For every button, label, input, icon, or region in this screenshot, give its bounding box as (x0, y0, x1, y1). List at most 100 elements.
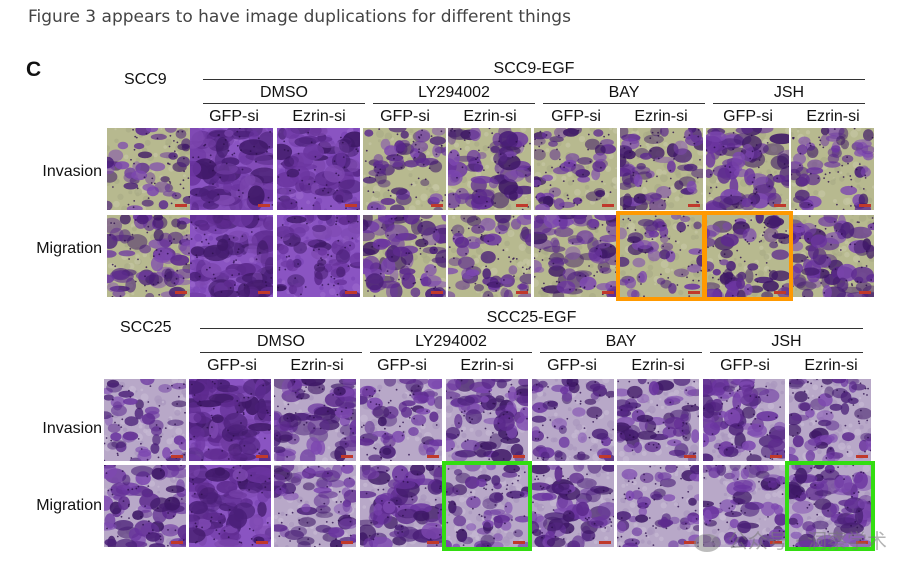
cell-line-label: SCC25 (120, 319, 172, 336)
sirna-label: Ezrin-si (634, 108, 688, 125)
micrograph-invasion-ly294002-ezrin-si (446, 379, 528, 461)
micrograph-migration-dmso-gfp-si (190, 215, 273, 297)
sirna-label: GFP-si (723, 108, 773, 125)
scale-bar (431, 291, 443, 294)
sirna-label: Ezrin-si (290, 357, 344, 374)
treatment-label-bay: BAY (605, 333, 637, 350)
scale-bar (688, 291, 700, 294)
sirna-label: GFP-si (380, 108, 430, 125)
scale-bar (602, 204, 614, 207)
scale-bar (684, 455, 696, 458)
watermark-text: 公众号 · 洞察学术 (727, 529, 887, 553)
micrograph-invasion-ly294002-gfp-si (360, 379, 442, 461)
treatment-line (540, 352, 702, 353)
sirna-label: GFP-si (720, 357, 770, 374)
scale-bar (171, 455, 183, 458)
scale-bar (171, 541, 183, 544)
watermark: 公众号 · 洞察学术 (693, 525, 887, 554)
micrograph-invasion-jsh-ezrin-si (789, 379, 871, 461)
scale-bar (856, 541, 868, 544)
scale-bar (256, 455, 268, 458)
micrograph-migration-dmso-ezrin-si (274, 465, 356, 547)
sirna-label: Ezrin-si (463, 108, 517, 125)
scale-bar (599, 455, 611, 458)
duplication-highlight-box (616, 211, 707, 301)
micrograph-invasion-ly294002-ezrin-si (448, 128, 531, 210)
micrograph-invasion-bay-gfp-si (534, 128, 617, 210)
scale-bar (770, 541, 782, 544)
micrograph-migration-ly294002-gfp-si (363, 215, 446, 297)
micrograph-invasion-untreated (107, 128, 190, 210)
micrograph-migration-bay-ezrin-si (617, 465, 699, 547)
treatment-label-ly294002: LY294002 (418, 84, 490, 101)
scale-bar (859, 291, 871, 294)
scale-bar (859, 204, 871, 207)
micrograph-migration-jsh-ezrin-si (789, 465, 871, 547)
micrograph-invasion-dmso-ezrin-si (274, 379, 356, 461)
scale-bar (774, 291, 786, 294)
panel-letter: C (26, 58, 42, 81)
micrograph-migration-dmso-gfp-si (189, 465, 271, 547)
scale-bar (516, 291, 528, 294)
treatment-label-jsh: JSH (773, 84, 805, 101)
treatment-line (370, 352, 532, 353)
row-label-migration: Migration (36, 240, 102, 257)
micrograph-migration-untreated (107, 215, 190, 297)
scale-bar (684, 541, 696, 544)
scale-bar (258, 204, 270, 207)
micrograph-migration-jsh-ezrin-si (791, 215, 874, 297)
scale-bar (427, 455, 439, 458)
row-label-invasion: Invasion (42, 420, 102, 437)
scale-bar (516, 204, 528, 207)
treatment-header: SCC25-EGF (486, 309, 577, 326)
wechat-icon (693, 533, 720, 552)
micrograph-invasion-dmso-gfp-si (190, 128, 273, 210)
micrograph-migration-untreated (104, 465, 186, 547)
figure-caption: Figure 3 appears to have image duplicati… (28, 7, 571, 27)
treatment-line (713, 103, 865, 104)
sirna-label: GFP-si (209, 108, 259, 125)
scale-bar (175, 291, 187, 294)
micrograph-invasion-bay-ezrin-si (617, 379, 699, 461)
scale-bar (599, 541, 611, 544)
scale-bar (774, 204, 786, 207)
sirna-label: GFP-si (551, 108, 601, 125)
sirna-label: Ezrin-si (631, 357, 685, 374)
treatment-label-ly294002: LY294002 (415, 333, 487, 350)
row-label-invasion: Invasion (42, 163, 102, 180)
micrograph-migration-jsh-gfp-si (706, 215, 789, 297)
micrograph-migration-bay-gfp-si (532, 465, 614, 547)
treatment-label-bay: BAY (608, 84, 640, 101)
scale-bar (175, 204, 187, 207)
micrograph-migration-jsh-gfp-si (703, 465, 785, 547)
scale-bar (513, 455, 525, 458)
micrograph-migration-bay-ezrin-si (620, 215, 703, 297)
treatment-label-dmso: DMSO (260, 84, 308, 101)
treatment-label-jsh: JSH (771, 333, 802, 350)
scale-bar (256, 541, 268, 544)
scale-bar (341, 455, 353, 458)
scale-bar (427, 541, 439, 544)
sirna-label: GFP-si (207, 357, 257, 374)
row-label-migration: Migration (36, 497, 102, 514)
treatment-header: SCC9-EGF (493, 60, 575, 77)
micrograph-migration-ly294002-ezrin-si (446, 465, 528, 547)
scale-bar (345, 291, 357, 294)
micrograph-invasion-jsh-gfp-si (706, 128, 789, 210)
micrograph-migration-bay-gfp-si (534, 215, 617, 297)
scale-bar (688, 204, 700, 207)
duplication-highlight-box (785, 461, 875, 551)
scale-bar (431, 204, 443, 207)
scale-bar (856, 455, 868, 458)
sirna-label: Ezrin-si (460, 357, 514, 374)
micrograph-invasion-bay-ezrin-si (620, 128, 703, 210)
micrograph-invasion-ly294002-gfp-si (363, 128, 446, 210)
scale-bar (341, 541, 353, 544)
micrograph-invasion-jsh-ezrin-si (791, 128, 874, 210)
sirna-label: GFP-si (547, 357, 597, 374)
micrograph-invasion-untreated (104, 379, 186, 461)
micrograph-migration-ly294002-ezrin-si (448, 215, 531, 297)
scale-bar (513, 541, 525, 544)
treatment-line (710, 352, 863, 353)
sirna-label: Ezrin-si (806, 108, 860, 125)
